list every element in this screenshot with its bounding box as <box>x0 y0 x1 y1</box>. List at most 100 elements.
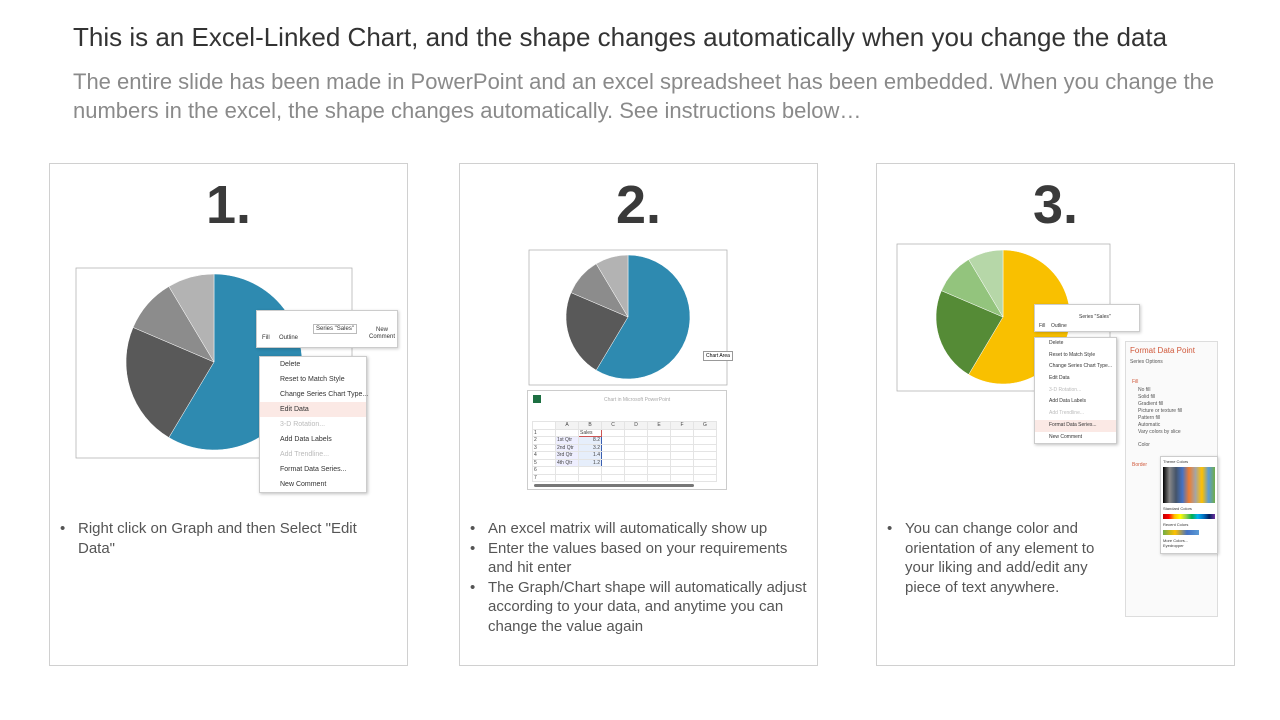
pie-slice[interactable] <box>595 254 691 380</box>
label-cell[interactable]: 1st Qtr <box>555 436 579 445</box>
menu-add-trendline: Add Trendline... <box>280 451 330 458</box>
column-header[interactable]: B <box>578 421 602 430</box>
series-options[interactable]: Series Options <box>1130 359 1163 365</box>
bullet: Right click on Graph and then Select "Ed… <box>58 519 388 558</box>
step-1-panel: 1. Right click on Graph and then Select … <box>49 163 408 666</box>
menu-change-type[interactable]: Change Series Chart Type... <box>280 391 369 398</box>
menu-format-series[interactable]: Format Data Series... <box>280 466 347 473</box>
bullet: The Graph/Chart shape will automatically… <box>468 578 813 637</box>
menu-add-labels[interactable]: Add Data Labels <box>280 436 332 443</box>
context-menu: Delete Reset to Match Style Change Serie… <box>259 356 369 493</box>
column-header[interactable]: C <box>601 421 625 430</box>
pie-slice[interactable] <box>935 290 1004 375</box>
row-number: 1 <box>532 428 556 437</box>
value-cell[interactable]: 1.4 <box>578 451 602 460</box>
step-2-panel: 2. An excel matrix will automatically sh… <box>459 163 818 666</box>
menu-change-type[interactable]: Change Series Chart Type... <box>1049 363 1112 370</box>
row-number: 6 <box>532 466 556 475</box>
slide-title: This is an Excel-Linked Chart, and the s… <box>73 22 1168 52</box>
fill-option[interactable]: Pattern fill <box>1138 415 1161 421</box>
format-toolbar: Fill Outline Series "Sales" New Comment <box>256 310 398 348</box>
fill-button[interactable]: Fill <box>1039 323 1046 329</box>
fill-option[interactable]: Vary colors by slice <box>1138 429 1181 435</box>
corner-cell <box>532 421 556 430</box>
menu-reset[interactable]: Reset to Match Style <box>1049 351 1096 358</box>
bullet: You can change color and orientation of … <box>885 519 1115 597</box>
step-number: 2. <box>615 175 662 235</box>
fill-option[interactable]: Gradient fill <box>1138 401 1164 407</box>
excel-grid[interactable]: A B C D E F G 1 Sales 2 1st Qtr 8.2 3 2nd Qtr 3.2 4 3rd … <box>532 421 717 482</box>
outline-button[interactable]: Outline <box>279 335 299 341</box>
color-label: Color <box>1138 442 1150 448</box>
step-3-panel: 3. You can change color and orientation … <box>876 163 1235 666</box>
context-menu: Delete Reset to Match Style Change Serie… <box>1034 337 1117 445</box>
menu-3d-rotation: 3-D Rotation... <box>1049 386 1082 393</box>
pie-slice[interactable] <box>595 254 629 318</box>
pane-title: Format Data Point <box>1130 346 1195 355</box>
color-picker: Theme Colors Standard Colors Recent Colo… <box>1160 456 1218 554</box>
fill-option[interactable]: Automatic <box>1138 422 1161 428</box>
column-header[interactable]: A <box>555 421 579 430</box>
menu-new-comment[interactable]: New Comment <box>280 481 327 488</box>
new-comment-button[interactable]: New Comment <box>368 327 395 340</box>
step-number: 1. <box>205 175 252 235</box>
border-section[interactable]: Border <box>1132 462 1148 468</box>
eyedropper-button[interactable]: Eyedropper <box>1163 543 1184 548</box>
more-colors-button[interactable]: More Colors... <box>1163 538 1189 543</box>
pie-slice[interactable] <box>125 327 215 438</box>
header-cell[interactable]: Sales <box>578 428 602 437</box>
label-cell[interactable]: 4th Qtr <box>555 458 579 467</box>
recent-color-swatches[interactable] <box>1163 530 1199 535</box>
column-header[interactable]: D <box>624 421 648 430</box>
fill-section[interactable]: Fill <box>1132 379 1139 385</box>
column-header[interactable]: G <box>693 421 717 430</box>
step-number: 3. <box>1032 175 1079 235</box>
series-dropdown[interactable]: Series "Sales" <box>313 324 357 334</box>
fill-option[interactable]: Solid fill <box>1138 394 1156 400</box>
pie-slice[interactable] <box>565 292 629 371</box>
theme-colors-label: Theme Colors <box>1163 459 1189 464</box>
excel-title: Chart in Microsoft PowerPoint <box>604 397 671 403</box>
value-cell[interactable]: 1.2 <box>578 458 602 467</box>
row-number: 5 <box>532 458 556 467</box>
menu-delete[interactable]: Delete <box>1049 340 1064 346</box>
row-number: 7 <box>532 473 556 482</box>
chart-area-tooltip: Chart Area <box>703 351 733 361</box>
bullet: An excel matrix will automatically show … <box>468 519 813 539</box>
label-cell[interactable]: 3rd Qtr <box>555 451 579 460</box>
standard-colors-label: Standard Colors <box>1163 506 1192 511</box>
bullet: Enter the values based on your requireme… <box>468 539 813 578</box>
menu-3d-rotation: 3-D Rotation... <box>280 421 326 428</box>
row-number: 2 <box>532 436 556 445</box>
outline-button[interactable]: Outline <box>1051 323 1067 329</box>
excel-icon <box>533 395 541 403</box>
menu-format-series[interactable]: Format Data Series... <box>1035 419 1116 432</box>
menu-reset[interactable]: Reset to Match Style <box>280 376 345 383</box>
recent-colors-label: Recent Colors <box>1163 522 1189 527</box>
menu-delete[interactable]: Delete <box>280 361 301 368</box>
series-dropdown[interactable]: Series "Sales" <box>1079 314 1111 320</box>
value-cell[interactable]: 8.2 <box>578 436 602 445</box>
row-number: 4 <box>532 451 556 460</box>
format-toolbar: Fill Outline Series "Sales" <box>1034 304 1140 332</box>
pie-slice[interactable] <box>168 273 215 363</box>
pie-slice[interactable] <box>968 249 1004 318</box>
slide-subtitle: The entire slide has been made in PowerP… <box>73 69 1215 123</box>
row-number: 3 <box>532 443 556 452</box>
theme-color-swatches[interactable] <box>1163 467 1215 503</box>
label-cell[interactable]: 2nd Qtr <box>555 443 579 452</box>
menu-edit-data[interactable]: Edit Data <box>1049 375 1070 382</box>
fill-option[interactable]: No fill <box>1138 387 1151 393</box>
value-cell[interactable]: 3.2 <box>578 443 602 452</box>
excel-window: Chart in Microsoft PowerPoint A B C D E F G 1 Sa… <box>527 390 727 490</box>
menu-add-labels[interactable]: Add Data Labels <box>1049 398 1086 405</box>
column-header[interactable]: E <box>647 421 671 430</box>
menu-edit-data[interactable]: Edit Data <box>260 402 366 417</box>
fill-button[interactable]: Fill <box>262 335 270 341</box>
menu-add-trendline: Add Trendline... <box>1049 410 1085 417</box>
column-header[interactable]: F <box>670 421 694 430</box>
standard-color-swatches[interactable] <box>1163 514 1215 519</box>
menu-new-comment[interactable]: New Comment <box>1049 433 1083 440</box>
horizontal-scrollbar[interactable] <box>534 484 694 487</box>
fill-option[interactable]: Picture or texture fill <box>1138 408 1183 414</box>
